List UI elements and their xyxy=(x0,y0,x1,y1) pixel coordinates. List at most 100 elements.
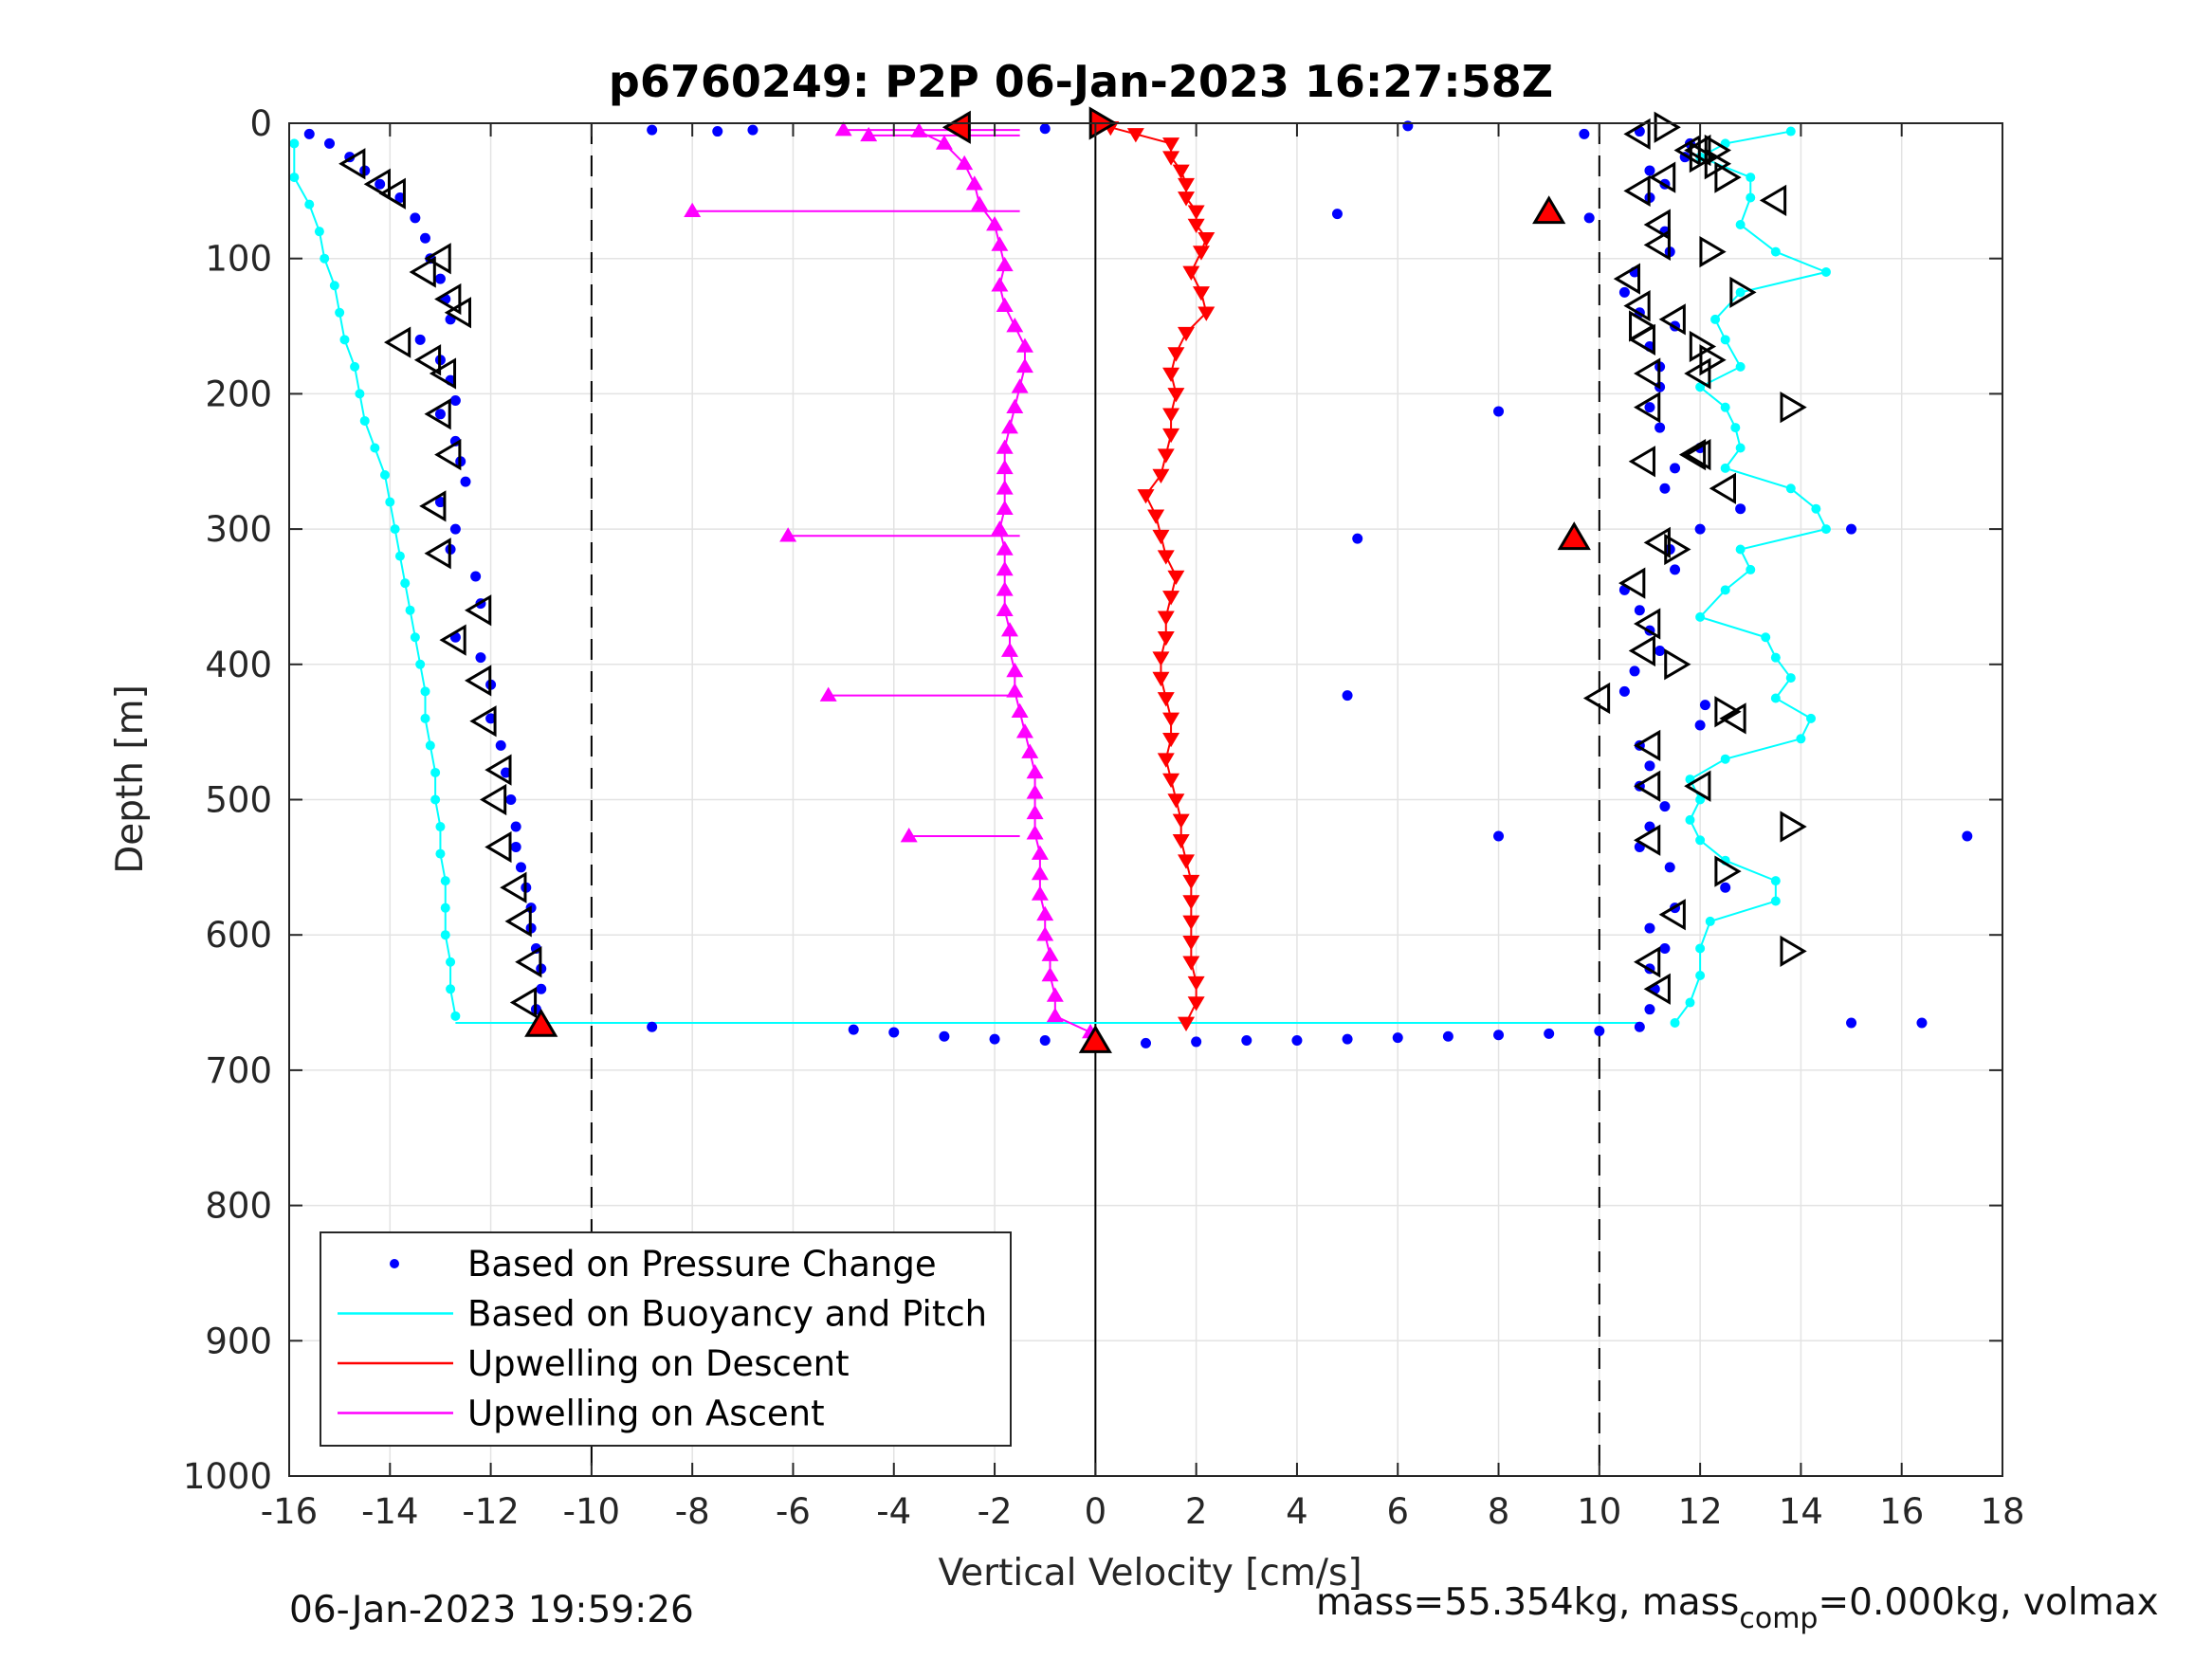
footer-timestamp: 06-Jan-2023 19:59:26 xyxy=(289,1589,694,1632)
data-point xyxy=(1644,165,1655,176)
turn-marker-left xyxy=(338,148,366,180)
legend-swatch xyxy=(390,1259,399,1268)
y-tick-label: 700 xyxy=(205,1050,272,1091)
turn-marker-left xyxy=(1582,682,1611,715)
data-point xyxy=(1634,1021,1645,1032)
chart-title: p6760249: P2P 06-Jan-2023 16:27:58Z xyxy=(609,56,1553,107)
turn-marker-left xyxy=(1643,526,1671,558)
data-point xyxy=(1015,357,1033,374)
turn-marker-left xyxy=(1719,702,1746,735)
data-point xyxy=(684,202,702,218)
data-point xyxy=(379,470,390,481)
data-point xyxy=(515,862,526,873)
data-point xyxy=(1442,1030,1453,1042)
data-point xyxy=(339,335,350,345)
turn-marker-left xyxy=(509,986,538,1019)
data-point xyxy=(1026,784,1044,799)
turn-marker-right xyxy=(1664,648,1691,681)
turn-marker-left xyxy=(515,946,542,978)
data-point xyxy=(1746,192,1756,203)
data-point xyxy=(1654,646,1666,657)
data-point xyxy=(1006,683,1024,698)
data-point xyxy=(1167,347,1185,362)
data-point xyxy=(510,821,521,832)
turn-marker-right xyxy=(1714,696,1742,728)
turn-marker-left xyxy=(1634,608,1661,640)
data-point xyxy=(314,227,324,237)
data-point xyxy=(991,236,1009,251)
data-point xyxy=(996,297,1014,312)
data-point xyxy=(1644,922,1655,934)
footer-params: mass=55.354kg, masscomp=0.000kg, volmax xyxy=(1316,1581,2159,1635)
data-point xyxy=(1342,1033,1353,1045)
legend-item: Based on Buoyancy and Pitch xyxy=(338,1294,987,1335)
data-point xyxy=(355,389,365,399)
data-point xyxy=(1041,946,1059,961)
data-point xyxy=(1685,997,1695,1008)
x-tick-label: -12 xyxy=(462,1491,519,1532)
data-point xyxy=(1157,448,1175,464)
x-tick-label: 10 xyxy=(1577,1491,1621,1532)
x-tick-label: -10 xyxy=(563,1491,620,1532)
data-point xyxy=(390,524,400,535)
data-point xyxy=(1191,1036,1202,1048)
turn-marker-left xyxy=(1658,899,1686,931)
turn-marker-left xyxy=(1709,472,1736,504)
data-point xyxy=(939,1030,950,1042)
series-line xyxy=(918,130,1091,1033)
data-point xyxy=(1001,419,1019,434)
data-point xyxy=(1720,882,1731,893)
data-point xyxy=(1730,423,1741,433)
data-point xyxy=(996,439,1014,454)
x-tick-label: -16 xyxy=(261,1491,318,1532)
data-point xyxy=(1031,865,1049,881)
data-point xyxy=(375,178,386,190)
legend-label: Based on Pressure Change xyxy=(467,1244,937,1285)
data-point xyxy=(1192,286,1210,301)
data-point xyxy=(1015,723,1033,738)
data-point xyxy=(989,1033,1000,1045)
data-point xyxy=(510,841,521,852)
y-tick-label: 900 xyxy=(205,1321,272,1361)
turn-marker-left xyxy=(1634,357,1661,390)
data-point xyxy=(435,822,446,832)
data-point xyxy=(1695,794,1706,805)
data-point xyxy=(1147,509,1165,524)
data-point xyxy=(485,713,497,724)
x-tick-label: -2 xyxy=(978,1491,1013,1532)
annotation-marker xyxy=(524,1008,558,1037)
data-point xyxy=(1039,1035,1051,1047)
data-point xyxy=(1493,406,1505,417)
data-point xyxy=(996,560,1014,576)
turn-marker-left xyxy=(1759,184,1787,216)
data-point xyxy=(1544,1028,1555,1039)
data-point xyxy=(1162,732,1180,748)
data-point xyxy=(1162,773,1180,789)
data-point xyxy=(1695,943,1706,954)
data-point xyxy=(1167,793,1185,809)
data-point xyxy=(1820,524,1831,535)
turn-marker-right xyxy=(1714,855,1742,887)
turn-marker-left xyxy=(479,783,507,816)
data-point xyxy=(1157,611,1175,626)
data-point xyxy=(1670,564,1681,575)
data-point xyxy=(1659,483,1671,494)
data-point xyxy=(986,216,1004,231)
data-point xyxy=(460,476,471,487)
turn-marker-right xyxy=(1629,310,1656,342)
data-point xyxy=(1770,896,1781,906)
data-point xyxy=(1046,1007,1064,1023)
turn-marker-right xyxy=(1699,235,1727,268)
data-point xyxy=(1126,128,1144,143)
data-point xyxy=(1962,830,1973,842)
data-point xyxy=(1011,702,1029,719)
data-point xyxy=(1331,209,1343,220)
data-point xyxy=(1735,443,1746,453)
data-point xyxy=(888,1027,900,1038)
turn-marker-right xyxy=(1689,141,1717,173)
data-point xyxy=(420,686,430,697)
data-point xyxy=(1182,956,1200,971)
data-point xyxy=(848,1024,859,1035)
data-point xyxy=(1187,205,1205,220)
data-point xyxy=(1157,753,1175,768)
